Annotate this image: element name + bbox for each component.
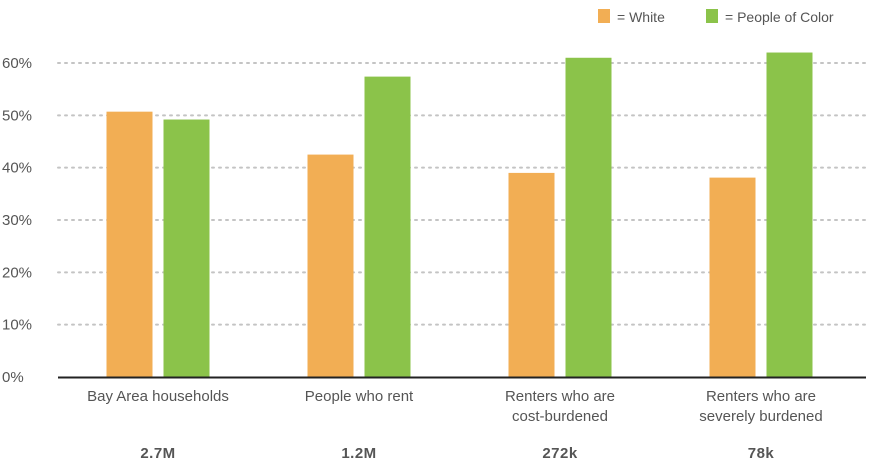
- y-tick-label: 20%: [2, 264, 32, 281]
- y-tick-label: 60%: [2, 55, 32, 72]
- category-totals: 2.7M 1.2M 272k 78k: [140, 445, 774, 462]
- bar-people-of-color: [364, 76, 411, 378]
- x-axis: Bay Area households People who rent Renter…: [87, 388, 823, 425]
- y-tick-label: 0%: [2, 369, 24, 386]
- legend: = White = People of Color: [598, 9, 834, 25]
- category-total-label: 78k: [748, 445, 775, 462]
- legend-label: = People of Color: [725, 9, 834, 25]
- x-category-label: severely burdened: [699, 408, 822, 425]
- legend-label: = White: [617, 9, 665, 25]
- category-total-label: 2.7M: [140, 445, 175, 462]
- bars: [106, 52, 813, 378]
- y-tick-label: 50%: [2, 107, 32, 124]
- x-category-label: Renters who are: [505, 388, 615, 405]
- x-category-label: cost-burdened: [512, 408, 608, 425]
- y-tick-label: 40%: [2, 160, 32, 177]
- y-tick-label: 10%: [2, 317, 32, 334]
- bar-white: [508, 172, 555, 377]
- bar-people-of-color: [766, 52, 813, 378]
- legend-swatch: [598, 9, 610, 23]
- bar-people-of-color: [163, 119, 210, 378]
- x-category-label: People who rent: [305, 388, 414, 405]
- category-total-label: 1.2M: [341, 445, 376, 462]
- bar-people-of-color: [565, 57, 612, 378]
- category-total-label: 272k: [542, 445, 578, 462]
- y-tick-label: 30%: [2, 212, 32, 229]
- x-category-label: Bay Area households: [87, 388, 229, 405]
- y-axis: 0% 10% 20% 30% 40% 50% 60%: [2, 55, 32, 386]
- bar-white: [307, 154, 354, 377]
- bar-white: [106, 111, 153, 378]
- bar-white: [709, 177, 756, 377]
- x-category-label: Renters who are: [706, 388, 816, 405]
- legend-swatch: [706, 9, 718, 23]
